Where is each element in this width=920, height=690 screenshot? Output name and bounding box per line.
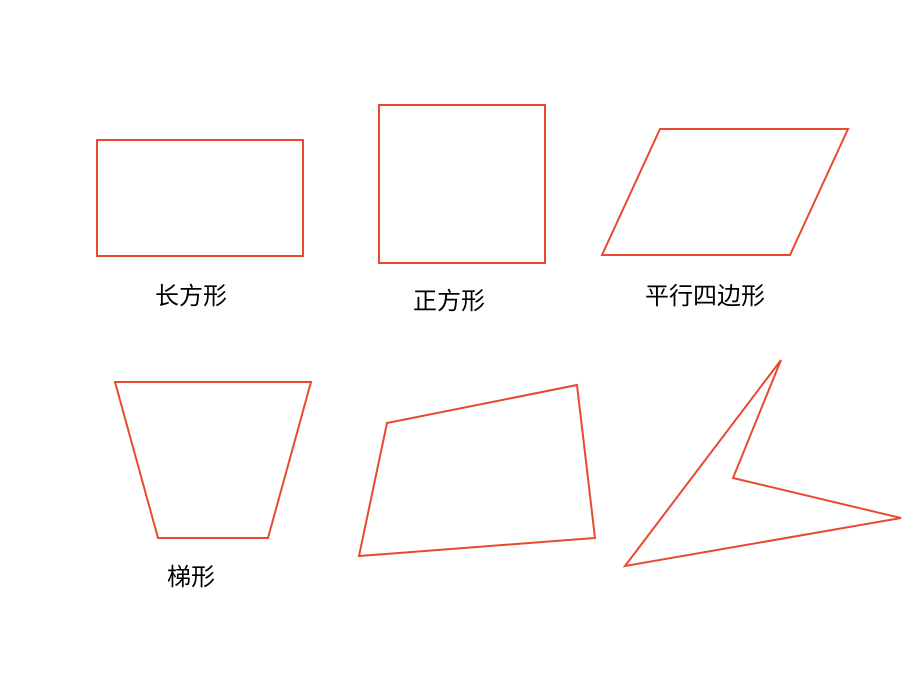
label-trapezoid: 梯形 [167,557,215,592]
diagram-canvas: 长方形 正方形 平行四边形 梯形 [0,0,920,690]
shape-parallelogram [600,127,850,257]
square-polygon [379,105,545,263]
shape-rectangle [95,138,305,258]
label-rectangle: 长方形 [155,276,227,311]
shape-irregular-quad [357,383,597,558]
trapezoid-polygon [115,382,311,538]
parallelogram-polygon [602,129,848,255]
shape-square [377,103,547,265]
shape-trapezoid [113,380,313,540]
rectangle-polygon [97,140,303,256]
label-square: 正方形 [413,281,485,316]
concave-quad-polygon [625,360,901,566]
label-parallelogram: 平行四边形 [645,276,765,311]
irregular-quad-polygon [359,385,595,556]
shape-concave-quad [623,358,903,568]
